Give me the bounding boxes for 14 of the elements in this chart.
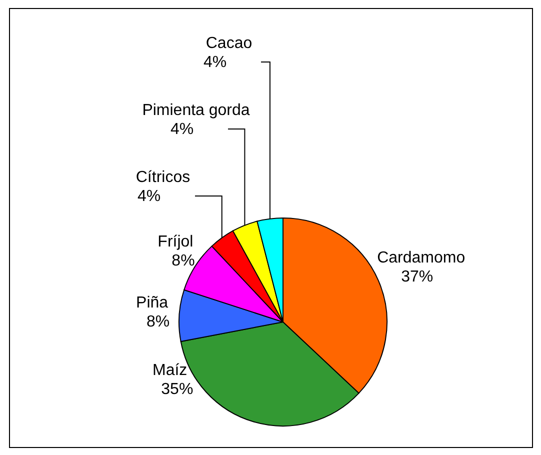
slice-label: Fríjol: [158, 233, 194, 250]
data-label: 37%: [401, 268, 434, 286]
slice-label: Cardamomo: [377, 249, 466, 266]
slice-label: Piña: [136, 294, 168, 312]
data-label: 35%: [161, 381, 194, 398]
data-label: 4%: [137, 188, 161, 205]
data-label: 8%: [172, 252, 195, 270]
data-label: 8%: [146, 314, 170, 331]
slice-label: Maíz: [152, 362, 188, 380]
slice-label: Cítricos: [136, 169, 190, 186]
slice-label: Pimienta gorda: [142, 102, 250, 119]
slice-label: Cacao: [206, 35, 252, 52]
data-label: 4%: [170, 121, 194, 138]
data-label: 4%: [203, 54, 227, 71]
